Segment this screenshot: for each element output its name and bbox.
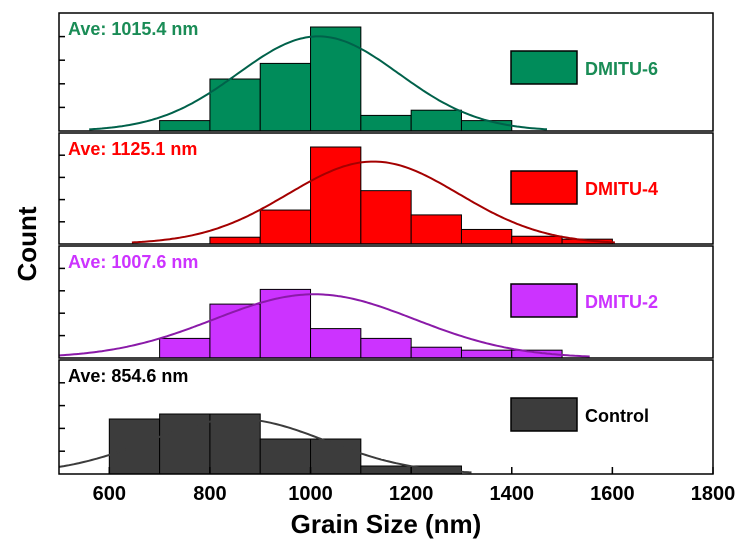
histogram-bar [360,114,412,132]
histogram-bar [460,349,513,359]
panel-frame [58,245,714,359]
panel-dmitu-6: Ave: 1015.4 nm DMITU-6 [58,12,714,132]
legend-swatch [510,397,578,432]
legend-swatch [510,283,578,318]
x-tick-label: 1600 [590,483,635,505]
legend-dmitu-4: DMITU-4 [510,170,658,205]
histogram-bar [259,209,312,245]
histogram-bar [360,465,412,475]
gaussian-fit-curve [131,160,615,244]
x-axis: 600 800 1000 1200 1400 1600 1800 [93,467,736,505]
panel-frame [58,12,714,132]
panel-dmitu-2: Ave: 1007.6 nm DMITU-2 [58,245,714,359]
histogram-bar [159,120,211,132]
legend-dmitu-6: DMITU-6 [510,50,658,85]
histogram-bar [460,120,513,132]
average-annotation: Ave: 854.6 nm [68,366,188,386]
panel-dmitu-4: Ave: 1125.1 nm DMITU-4 [58,132,714,245]
gaussian-fit-curve [58,293,590,358]
histogram-bar [410,109,462,132]
panel-frame [58,132,714,245]
histogram-bar [259,62,312,132]
average-annotation: Ave: 1015.4 nm [68,19,198,39]
panel-frame [58,359,714,475]
histogram-bar [511,235,563,245]
histogram-bar [259,438,312,475]
legend-label: Control [585,406,649,426]
histogram-bar [410,346,462,359]
x-tick-label: 1200 [389,483,434,505]
panel-control: Ave: 854.6 nm Control [58,359,714,475]
legend-swatch [510,170,578,205]
histogram-bar [259,288,312,359]
legend-label: DMITU-2 [585,292,658,312]
legend-label: DMITU-6 [585,59,658,79]
histogram-bar [410,214,462,245]
histogram-bar [310,328,362,359]
legend-control: Control [510,397,649,432]
chart-panels: Ave: 1015.4 nm DMITU-6 Ave: 1125.1 nm DMITU… [58,12,714,475]
histogram-bar [360,190,412,245]
gaussian-fit-curve [89,35,548,131]
histogram-bar [360,337,412,359]
histogram-bar [460,228,513,245]
x-tick-label: 1000 [288,483,333,505]
histogram-bar [310,146,362,245]
y-axis-title: Count [12,206,42,281]
histogram-bar [159,337,211,359]
x-tick-label: 1400 [490,483,535,505]
gaussian-fit-curve [58,418,472,474]
x-tick-label: 600 [93,483,126,505]
histogram-bar [209,413,261,475]
x-tick-label: 800 [193,483,226,505]
x-tick-label: 1800 [691,483,736,505]
average-annotation: Ave: 1007.6 nm [68,252,198,272]
legend-swatch [510,50,578,85]
x-axis-title: Grain Size (nm) [291,509,482,539]
histogram-bar [209,236,261,245]
legend-label: DMITU-4 [585,179,658,199]
histogram-bar [310,26,362,132]
legend-dmitu-2: DMITU-2 [510,283,658,318]
average-annotation: Ave: 1125.1 nm [68,139,197,159]
